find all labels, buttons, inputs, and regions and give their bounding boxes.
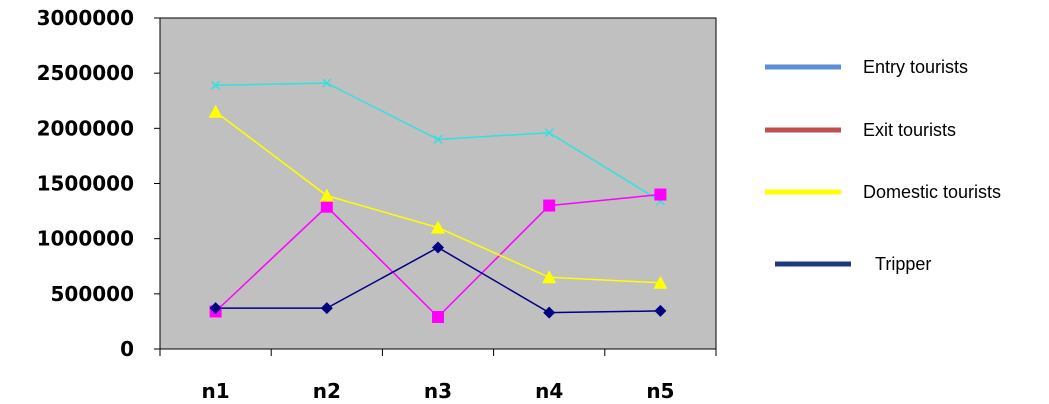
data-point (208, 104, 223, 118)
x-tick-label: n3 (424, 379, 452, 403)
y-tick-label: 3000000 (37, 6, 134, 30)
data-point (542, 270, 557, 284)
legend: Entry tourists Exit tourists Domestic tour… (765, 57, 1001, 274)
data-point (432, 241, 444, 254)
plot-area (159, 17, 717, 350)
y-tick-label: 500000 (51, 282, 135, 306)
y-tick-label: 2500000 (37, 61, 134, 85)
x-tick-label: n1 (202, 379, 230, 403)
data-point (319, 188, 334, 202)
data-point (431, 220, 445, 234)
y-tick-label: 1500000 (37, 172, 134, 196)
legend-label: Exit tourists (863, 120, 956, 140)
legend-label: Tripper (875, 254, 931, 274)
legend-label: Entry tourists (863, 57, 968, 77)
data-point (653, 275, 668, 289)
y-tick-label: 0 (120, 337, 134, 361)
data-point (544, 128, 554, 138)
x-tick-label: n5 (646, 379, 674, 403)
series-markers (208, 78, 668, 324)
data-point (654, 304, 667, 317)
data-point (432, 311, 444, 324)
data-point (320, 302, 333, 315)
data-point (211, 80, 221, 90)
data-point (543, 199, 556, 212)
data-point (543, 306, 556, 319)
y-tick-label: 1000000 (37, 227, 134, 251)
legend-label: Domestic tourists (863, 182, 1001, 202)
data-point (322, 78, 332, 88)
data-point (209, 302, 222, 315)
data-point (654, 188, 667, 201)
axes: 0 500000 1000000 1500000 2000000 2500000 30000… (37, 6, 717, 403)
x-tick-label: n2 (313, 379, 341, 403)
data-point (320, 200, 333, 213)
y-tick-label: 2000000 (37, 116, 134, 140)
x-tick-label: n4 (535, 379, 563, 403)
data-point (433, 134, 443, 144)
